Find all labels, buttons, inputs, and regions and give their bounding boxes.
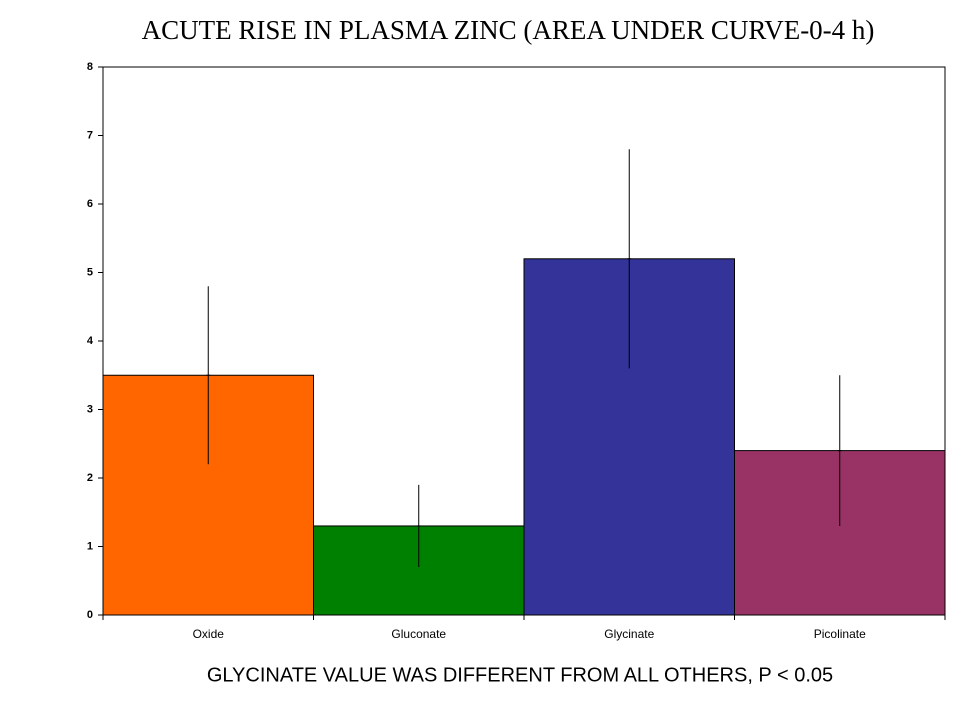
y-tick-label: 2 [87,472,93,484]
y-tick-label: 0 [87,609,93,621]
y-tick-label: 1 [87,540,93,552]
y-tick-label: 7 [87,129,93,141]
y-tick-label: 5 [87,266,93,278]
x-tick-label: Oxide [193,627,225,641]
x-tick-label: Glycinate [604,627,654,641]
y-tick-label: 4 [87,335,94,347]
chart-title: ACUTE RISE IN PLASMA ZINC (AREA UNDER CU… [142,15,875,45]
x-tick-label: Gluconate [391,627,446,641]
y-tick-label: 8 [87,61,93,73]
y-tick-label: 6 [87,198,93,210]
annotation: GLYCINATE VALUE WAS DIFFERENT FROM ALL O… [207,664,833,686]
x-tick-label: Picolinate [814,627,866,641]
y-tick-label: 3 [87,403,93,415]
